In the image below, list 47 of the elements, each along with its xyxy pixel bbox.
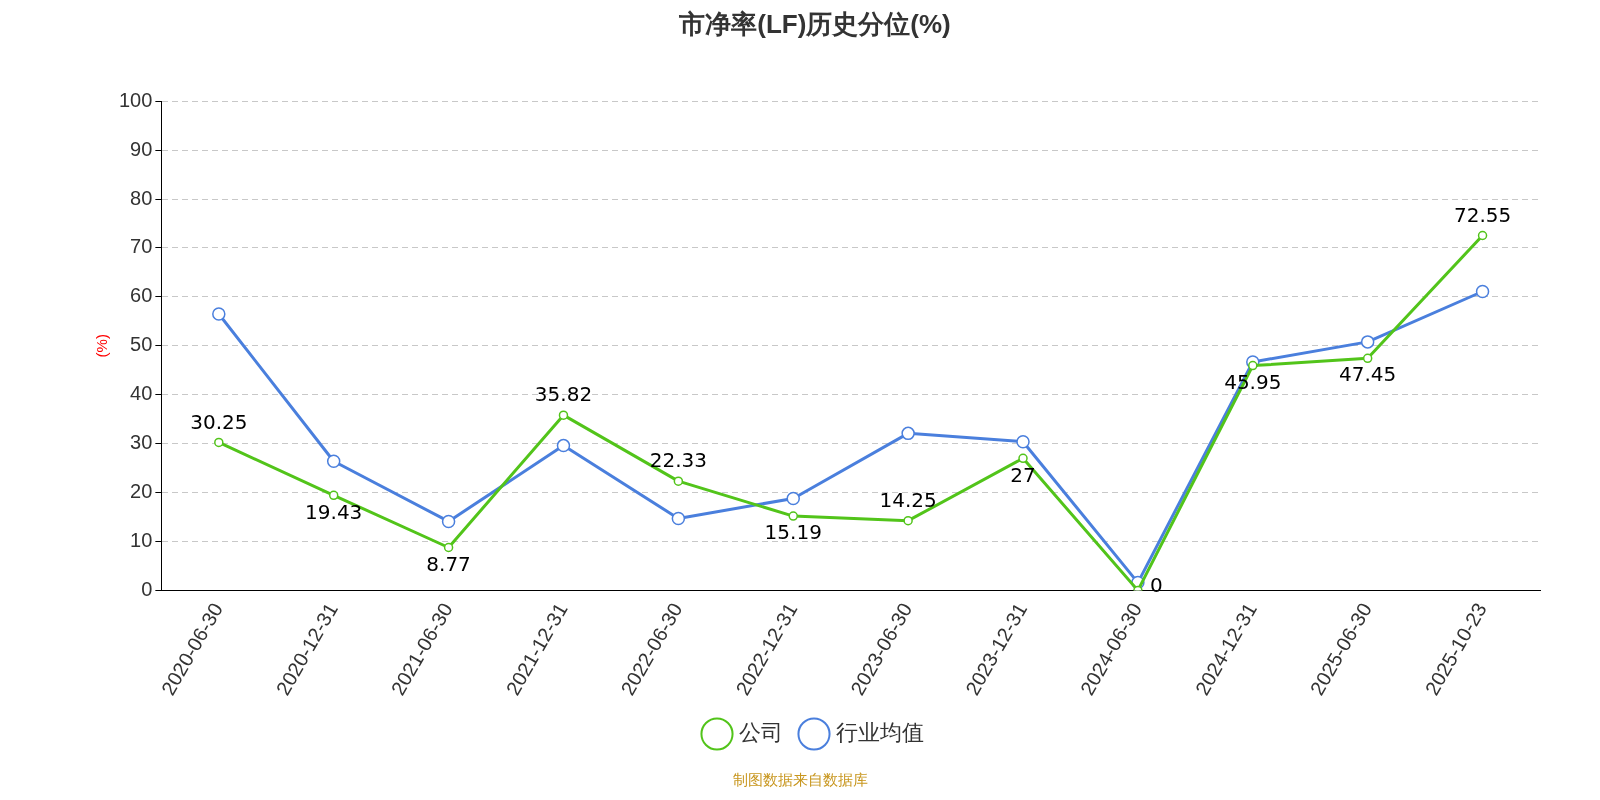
y-tick-label: 70	[130, 235, 153, 258]
y-tick-label: 30	[130, 431, 153, 454]
data-label: 15.19	[764, 520, 822, 545]
data-label: 19.43	[305, 499, 363, 524]
point	[443, 542, 454, 553]
point	[786, 491, 800, 506]
point	[1360, 335, 1375, 349]
point	[441, 514, 456, 529]
data-label: 27	[1010, 462, 1036, 487]
data-label: 35.82	[534, 382, 593, 407]
y-tick-label: 90	[130, 137, 153, 160]
y-tick-label: 10	[130, 529, 153, 551]
data-label: 47.45	[1339, 362, 1397, 387]
data-label: 8.77	[426, 551, 471, 576]
data-label: 72.55	[1453, 202, 1512, 227]
point	[788, 511, 798, 521]
point	[1016, 434, 1030, 449]
point	[1477, 230, 1488, 241]
y-tick-label: 60	[130, 284, 153, 307]
y-tick-label: 20	[130, 480, 153, 503]
point	[1248, 360, 1258, 371]
data-label: 22.33	[649, 448, 707, 473]
legend-label: 公司	[739, 720, 783, 746]
y-axis-title: (%)	[93, 334, 111, 358]
point	[328, 490, 339, 501]
y-tick-label: 50	[130, 333, 153, 356]
point	[212, 307, 226, 321]
text: 制图数据来自数据库	[731, 770, 869, 791]
point	[1362, 353, 1373, 364]
point	[673, 476, 684, 486]
point	[214, 437, 224, 448]
data-label: 14.25	[879, 487, 937, 512]
point	[671, 511, 686, 526]
point	[901, 426, 915, 441]
y-tick-label: 0	[141, 577, 153, 600]
chart-title: 市净率(LF)历史分位(%)	[678, 8, 951, 39]
legend-label: 行业均值	[836, 720, 924, 746]
point	[556, 438, 571, 453]
point	[326, 454, 341, 468]
y-tick-label: 100	[118, 88, 153, 111]
y-tick-label: 40	[130, 382, 153, 405]
point	[558, 410, 569, 420]
point	[1018, 453, 1028, 464]
point	[1475, 284, 1490, 299]
y-tick-label: 80	[130, 186, 153, 209]
data-label: 30.25	[190, 409, 248, 434]
point	[903, 515, 913, 526]
